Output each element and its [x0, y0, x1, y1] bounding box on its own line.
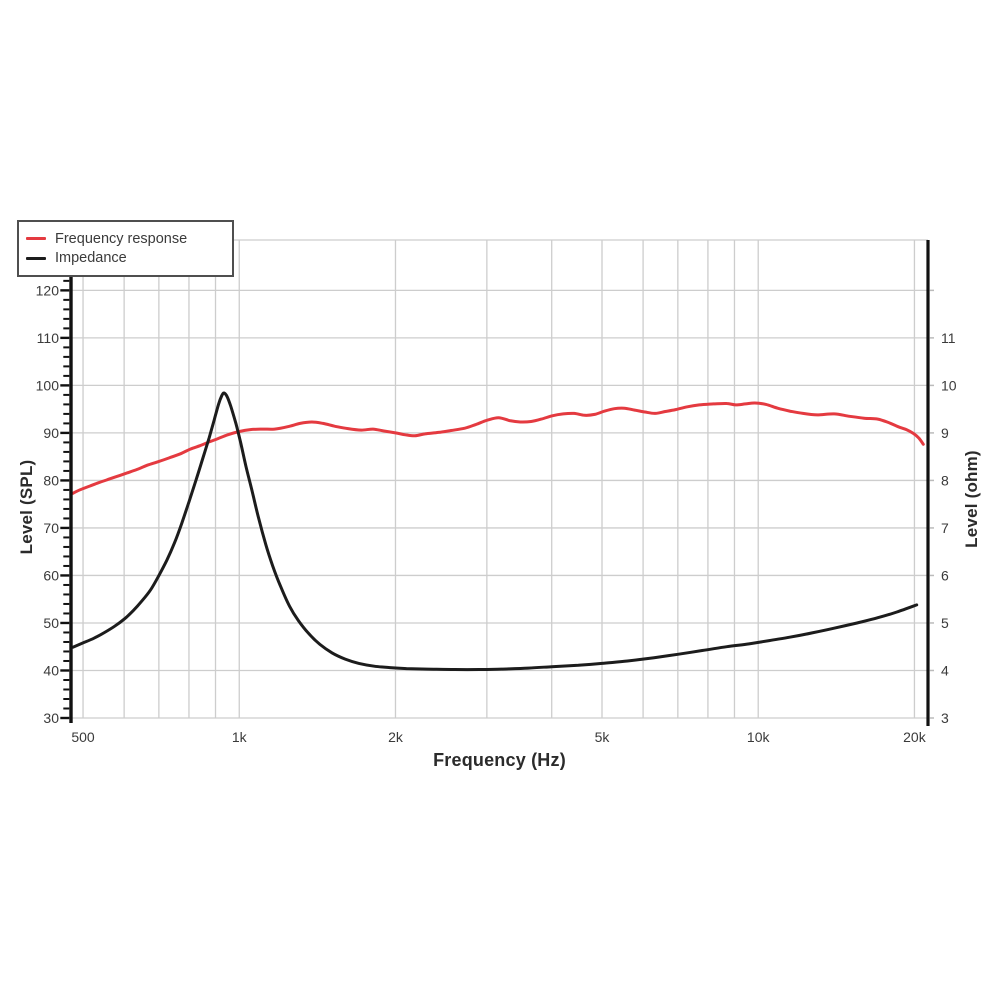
y-tick-label-right: 3	[941, 710, 949, 726]
y-tick-label-right: 5	[941, 615, 949, 631]
impedance-curve	[71, 391, 919, 672]
y-tick-label-left: 120	[36, 282, 60, 298]
y-tick-label-right: 10	[941, 377, 957, 393]
y-tick-labels-right: 3 4 5 6 7 8 9 10 11	[941, 330, 957, 726]
right-axis-ticks	[929, 289, 934, 719]
x-tick-label: 1k	[232, 729, 248, 745]
legend-item-frequency-response: Frequency response	[26, 230, 232, 247]
y-tick-label-right: 6	[941, 567, 949, 583]
y-tick-label-left: 110	[37, 330, 60, 346]
y-tick-label-right: 9	[941, 425, 949, 441]
x-axis-title: Frequency (Hz)	[433, 750, 566, 770]
frequency-response-curve	[71, 401, 925, 495]
y-tick-label-left: 60	[43, 567, 59, 583]
y-tick-labels-left: 30 40 50 60 70 80 90 100 110 120	[36, 282, 60, 726]
legend: Frequency response Impedance	[17, 220, 234, 277]
impedance-swatch	[26, 256, 46, 260]
x-tick-label: 500	[71, 729, 95, 745]
y-tick-label-left: 40	[43, 662, 59, 678]
x-tick-label: 20k	[903, 729, 927, 745]
y-tick-label-right: 11	[941, 330, 956, 346]
y-tick-label-right: 7	[941, 520, 949, 536]
y-tick-label-right: 8	[941, 472, 949, 488]
x-gridlines	[82, 240, 916, 718]
y-axis-title-left: Level (SPL)	[17, 459, 36, 555]
x-tick-labels: 500 1k 2k 5k 10k 20k	[71, 729, 926, 745]
y-gridlines	[71, 239, 928, 719]
legend-label-frequency-response: Frequency response	[55, 230, 188, 247]
legend-item-impedance: Impedance	[26, 251, 232, 266]
y-tick-label-left: 50	[43, 615, 59, 631]
y-tick-label-left: 30	[43, 710, 59, 726]
y-tick-label-left: 70	[43, 520, 59, 536]
y-tick-label-left: 80	[43, 472, 59, 488]
x-tick-label: 2k	[388, 729, 404, 745]
y-tick-label-left: 90	[43, 425, 59, 441]
x-tick-label: 5k	[595, 729, 611, 745]
y-axis-title-right: Level (ohm)	[962, 450, 981, 548]
y-tick-label-right: 4	[941, 662, 949, 678]
axis-spines	[69, 240, 930, 726]
frequency-response-swatch	[26, 237, 46, 241]
x-tick-label: 10k	[747, 729, 771, 745]
curves	[71, 391, 925, 672]
y-tick-label-left: 100	[36, 377, 60, 393]
left-axis-ticks	[60, 251, 70, 720]
legend-label-impedance: Impedance	[55, 250, 127, 266]
